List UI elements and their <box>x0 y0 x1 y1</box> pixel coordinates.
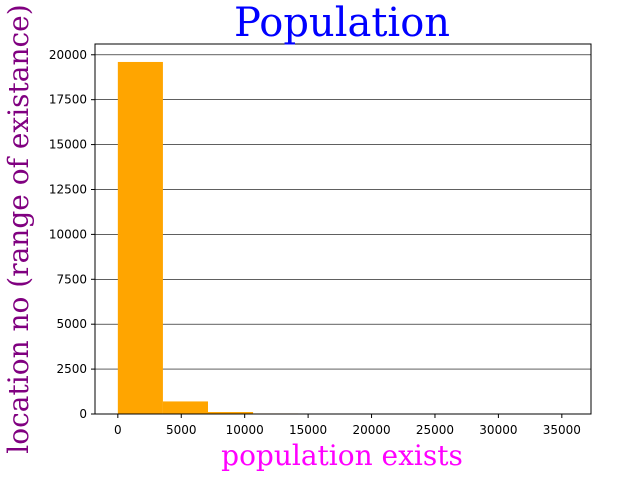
histogram-bars <box>117 61 569 414</box>
x-axis-ticks: 0 5000 10000 15000 20000 25000 30000 35000 <box>114 414 581 437</box>
histogram-bar <box>162 401 209 414</box>
y-tick-label: 15000 <box>49 138 87 152</box>
y-tick-label: 0 <box>79 407 87 421</box>
x-tick-label: 20000 <box>352 423 390 437</box>
histogram-bar <box>208 412 254 414</box>
y-axis-ticks: 0 2500 5000 7500 10000 12500 15000 17500 20000 <box>49 48 95 421</box>
y-tick-label: 5000 <box>56 317 87 331</box>
grid-lines <box>95 54 591 370</box>
y-tick-label: 12500 <box>49 182 87 196</box>
x-tick-label: 5000 <box>166 423 197 437</box>
x-tick-label: 10000 <box>226 423 264 437</box>
x-tick-label: 30000 <box>479 423 517 437</box>
y-tick-label: 10000 <box>49 227 87 241</box>
y-tick-label: 2500 <box>56 362 87 376</box>
y-tick-label: 7500 <box>56 272 87 286</box>
y-axis-label: location no (range of existance) <box>2 4 35 453</box>
x-tick-label: 0 <box>114 423 122 437</box>
y-tick-label: 17500 <box>49 93 87 107</box>
chart-title: Population <box>234 0 450 46</box>
x-tick-label: 35000 <box>543 423 581 437</box>
plot-frame <box>94 43 592 415</box>
x-axis-label: population exists <box>221 439 463 472</box>
histogram-bar <box>117 61 163 414</box>
y-tick-label: 20000 <box>49 48 87 62</box>
x-tick-label: 15000 <box>289 423 327 437</box>
x-tick-label: 25000 <box>416 423 454 437</box>
